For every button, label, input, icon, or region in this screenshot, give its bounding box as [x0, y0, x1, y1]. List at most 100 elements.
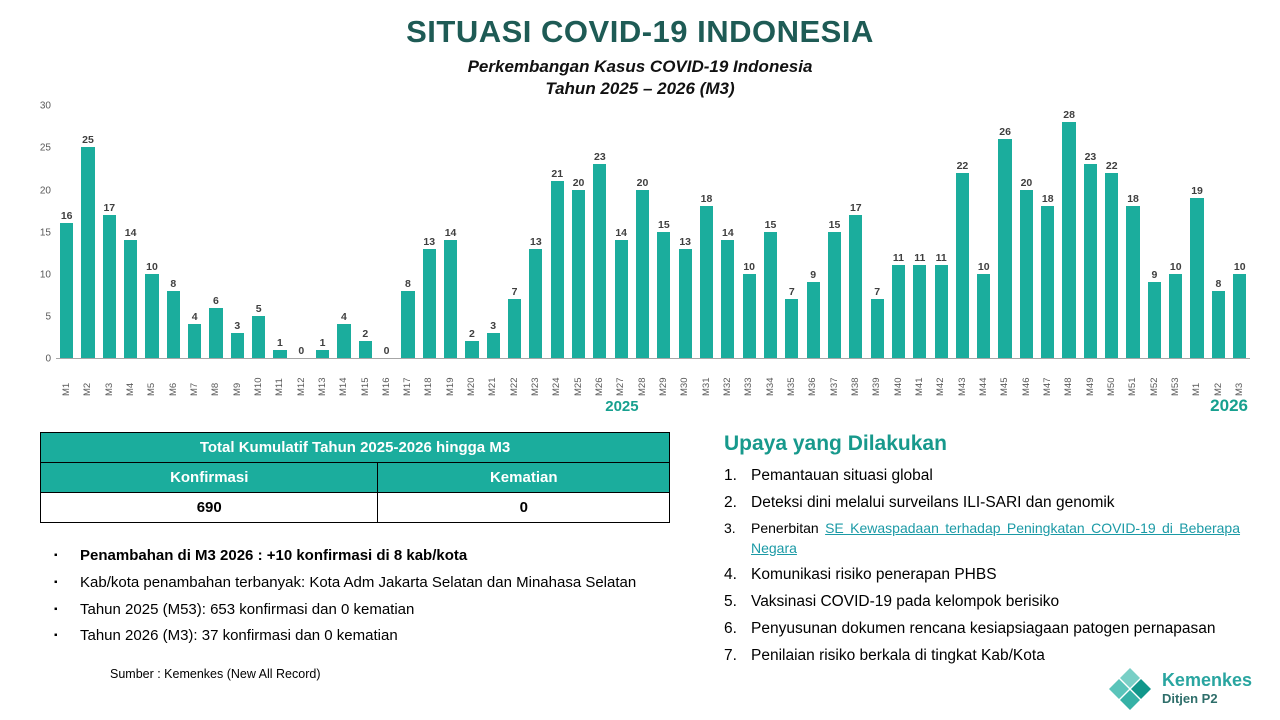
bar — [891, 265, 906, 359]
x-tick-label: M5 — [146, 382, 158, 397]
bar — [507, 299, 522, 359]
x-tick-label: M3 — [103, 382, 115, 397]
bar-column: 8 — [163, 277, 184, 359]
x-tick-label: M26 — [594, 377, 606, 397]
bar-value-label: 11 — [892, 252, 905, 265]
bar-column: 11 — [930, 252, 951, 359]
bar-value-label: 4 — [191, 311, 198, 324]
bar — [422, 248, 436, 359]
x-tick-label: M8 — [210, 382, 222, 397]
bullet-list: ▪ Penambahan di M3 2026 : +10 konfirmasi … — [40, 545, 672, 647]
bullet-item: ▪ Tahun 2026 (M3): 37 konfirmasi dan 0 ke… — [54, 625, 672, 647]
x-tick-label: M52 — [1148, 377, 1160, 397]
x-tick-label: M17 — [402, 377, 414, 397]
bar-value-label: 11 — [935, 252, 947, 265]
x-tick-label: M44 — [978, 377, 990, 397]
x-tick-label: M33 — [743, 377, 755, 397]
upaya-column: Upaya yang Dilakukan 1. Pemantauan situas… — [724, 432, 1240, 681]
bar-column: 4 — [333, 311, 354, 359]
bar-value-label: 7 — [874, 286, 881, 299]
bar-value-label: 7 — [788, 286, 795, 299]
x-tick-label: M39 — [871, 377, 883, 397]
y-tick-label: 30 — [39, 100, 51, 112]
x-tick-label: M37 — [828, 377, 840, 397]
x-tick-label: M16 — [380, 377, 392, 397]
bar-value-label: 8 — [1215, 277, 1222, 290]
bar-column: 3 — [483, 320, 504, 359]
x-tick-label: M14 — [338, 377, 350, 397]
upaya-item-text: Pemantauan situasi global — [751, 467, 933, 485]
bar — [1233, 273, 1247, 359]
bullet-marker-icon: ▪ — [54, 550, 58, 562]
bar-value-label: 8 — [404, 277, 411, 290]
bar-column: 5 — [248, 303, 269, 359]
bar — [827, 231, 842, 359]
upaya-item: 3. Penerbitan SE Kewaspadaan terhadap Pen… — [724, 519, 1240, 559]
bar-value-label: 0 — [298, 345, 305, 358]
bar — [657, 231, 671, 359]
bullet-marker-icon: ▪ — [54, 576, 58, 588]
upaya-item-text: Deteksi dini melalui surveilans ILI-SARI… — [751, 494, 1115, 512]
bar-value-label: 17 — [103, 201, 116, 214]
bar — [934, 265, 948, 359]
bar-column: 9 — [1144, 269, 1165, 359]
bullet-text: Tahun 2025 (M53): 653 konfirmasi dan 0 k… — [80, 600, 415, 618]
bar-column: 2 — [355, 328, 376, 359]
x-tick-label: M35 — [786, 377, 798, 397]
bar-column: 18 — [1122, 193, 1143, 359]
x-tick-label: M18 — [423, 377, 435, 397]
bar-column: 17 — [845, 201, 866, 359]
bar-value-label: 15 — [828, 218, 841, 231]
x-tick-label: M53 — [1169, 377, 1181, 397]
bar-value-label: 9 — [810, 269, 817, 282]
bar — [571, 189, 586, 359]
bar — [614, 240, 628, 359]
x-tick-label: M9 — [231, 382, 243, 397]
bar-column: 0 — [376, 345, 397, 358]
bar-chart: 0 5 10 15 20 25 30 16 25 17 14 10 8 4 6 3 5 1 0 1 4 2 0 8 13 14 2… — [30, 101, 1250, 420]
summary-column: Total Kumulatif Tahun 2025-2026 hingga M… — [39, 432, 688, 682]
upaya-item-pre-text: Penerbitan — [751, 520, 826, 537]
bar — [870, 299, 884, 359]
bar-value-label: 14 — [124, 227, 137, 240]
bar-value-label: 5 — [255, 303, 262, 316]
bar-value-label: 4 — [341, 311, 347, 324]
chart-title-line1: Perkembangan Kasus COVID-19 Indonesia — [467, 57, 813, 76]
bar — [593, 164, 607, 359]
bar-value-label: 17 — [849, 201, 862, 214]
upaya-item: 5. Vaksinasi COVID-19 pada kelompok beris… — [724, 591, 1240, 613]
bar-column: 7 — [781, 286, 802, 359]
page-title: SITUASI COVID-19 INDONESIA — [406, 14, 874, 49]
bar — [699, 206, 714, 359]
se-kewaspadaan-link[interactable]: SE Kewaspadaan terhadap Peningkatan COVI… — [751, 520, 1241, 557]
bar-value-label: 14 — [615, 227, 628, 240]
col-header-konfirmasi: Konfirmasi — [39, 462, 379, 494]
upaya-item: 2. Deteksi dini melalui surveilans ILI-SA… — [724, 492, 1240, 514]
bar — [273, 349, 287, 359]
bar-column: 19 — [1186, 185, 1207, 359]
bar — [977, 273, 991, 359]
bar-value-label: 3 — [234, 319, 241, 332]
bar-value-label: 20 — [572, 176, 585, 189]
source-note: Sumber : Kemenkes (New All Record) — [110, 667, 321, 682]
x-tick-label: M22 — [508, 377, 520, 397]
bar-column: 13 — [675, 236, 696, 359]
bar — [337, 324, 351, 359]
bar-column: 4 — [184, 311, 205, 359]
bar-column: 14 — [611, 227, 632, 359]
bar — [486, 332, 500, 359]
bar-value-label: 1 — [277, 336, 283, 349]
bullet-item: ▪ Kab/kota penambahan terbanyak: Kota Adm… — [54, 572, 672, 594]
bar — [1147, 282, 1161, 359]
logo-ditjen-text: Ditjen P2 — [1161, 691, 1218, 707]
bullet-item: ▪ Penambahan di M3 2026 : +10 konfirmasi … — [54, 545, 672, 567]
bar-value-label: 8 — [170, 277, 177, 290]
bar-column: 10 — [1229, 261, 1250, 359]
bar-column: 10 — [141, 261, 162, 359]
bullet-marker-icon: ▪ — [54, 603, 58, 615]
bar — [358, 341, 372, 359]
x-axis-labels: M1 M2 M3 M4 M5 M6 M7 M8 M9 M10 M11 M12 M13 M14 M15 M16 M… — [56, 359, 1250, 396]
x-tick-label: M15 — [359, 377, 371, 397]
bar-column: 28 — [1058, 109, 1079, 359]
upaya-list: 1. Pemantauan situasi global 2. Deteksi din… — [724, 465, 1240, 667]
